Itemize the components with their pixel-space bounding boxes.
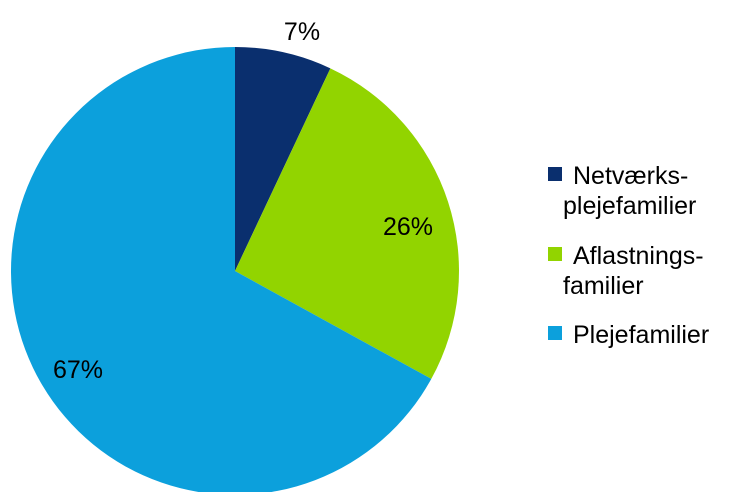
data-label-3: 67% (53, 356, 103, 384)
legend-swatch-3 (548, 326, 562, 340)
data-label-2: 26% (383, 213, 433, 241)
legend-label-1-line-1: Netværks- (573, 162, 688, 190)
pie-slice-2 (235, 68, 459, 379)
legend-label-2-line-2: familier (563, 272, 644, 300)
pie-slice-3 (11, 47, 432, 492)
legend: Netværks-plejefamilier Aflastnings-famili… (548, 162, 709, 349)
legend-label-3: Plejefamilier (573, 321, 709, 349)
legend-label-1-line-2: plejefamilier (563, 192, 696, 220)
pie-data-labels: 7% 26% 67% (53, 18, 433, 384)
legend-swatch-1 (548, 167, 562, 181)
legend-swatch-2 (548, 247, 562, 261)
data-label-1: 7% (284, 18, 320, 46)
legend-label-2-line-1: Aflastnings- (573, 242, 704, 270)
pie-slice-1 (235, 47, 331, 271)
pie-slices (11, 47, 459, 492)
